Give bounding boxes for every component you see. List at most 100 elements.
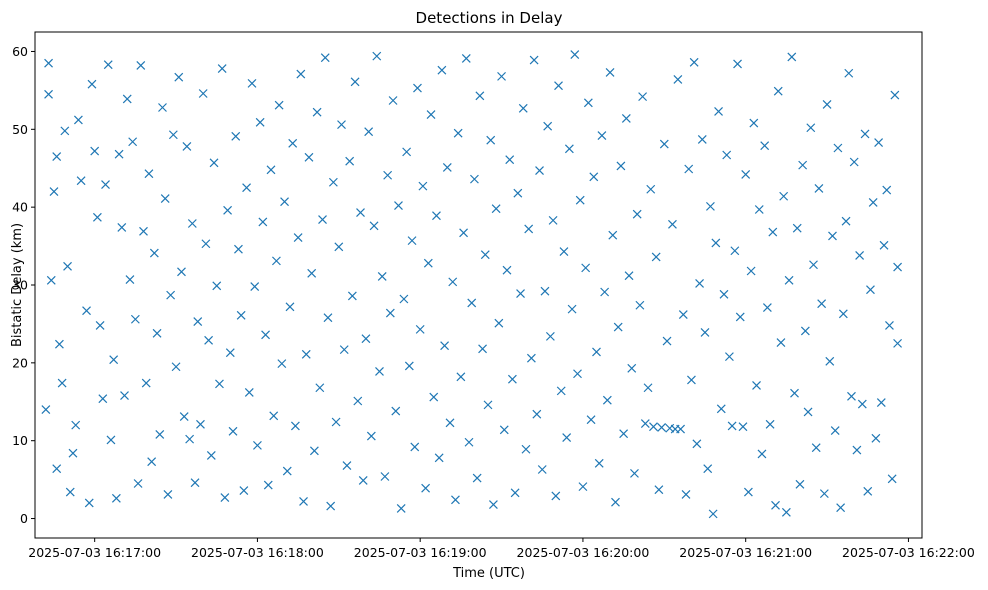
data-point [749,118,759,128]
data-point [434,453,444,463]
data-point [486,135,496,145]
data-point [90,146,100,156]
data-point [328,177,338,187]
data-point [583,98,593,108]
data-point [122,94,132,104]
data-point [754,205,764,214]
data-point [347,291,357,301]
data-point [49,187,59,197]
data-point [263,480,273,490]
data-point [863,486,873,496]
data-point [323,313,333,323]
data-point [619,429,629,439]
data-point [152,328,162,338]
data-point [220,493,230,502]
data-point [871,433,881,443]
data-point [581,263,591,273]
data-point [250,282,260,291]
data-point [109,355,119,365]
data-point [727,421,737,431]
data-point [266,165,276,175]
data-point [597,131,607,140]
data-point [689,57,699,67]
data-point [432,211,441,221]
data-point [537,465,547,474]
data-point [651,252,661,262]
y-axis: 0 10 20 30 40 50 60 [12,44,35,526]
data-point [247,78,257,88]
data-point [470,174,479,184]
data-point [158,103,167,112]
data-point [187,219,197,228]
data-point [714,106,723,116]
data-point [274,100,284,110]
data-point [334,242,344,252]
data-point [130,314,140,324]
data-point [136,61,146,70]
data-point [532,409,542,419]
data-point [624,271,634,281]
data-point [337,120,346,130]
data-point [318,215,327,225]
data-point [442,163,452,172]
data-point [163,489,173,499]
data-point [76,176,86,186]
data-point [92,212,102,222]
data-point [456,372,466,382]
data-point [204,335,214,345]
data-point [611,497,620,507]
data-point [160,194,170,204]
data-point [353,396,363,406]
data-point [215,379,224,389]
data-point [526,353,536,363]
x-tick-label: 2025-07-03 16:22:00 [842,545,975,560]
data-point [828,231,837,241]
data-point [54,339,64,349]
data-point [809,260,818,270]
data-point [564,144,574,154]
data-point [790,388,799,398]
data-point [404,361,414,371]
data-point [567,304,577,314]
data-point [453,128,463,138]
data-point [399,294,409,304]
data-point [822,99,832,109]
data-point [868,198,878,207]
data-point [423,258,433,268]
data-point [190,478,200,488]
data-point [838,309,848,319]
data-point [613,322,623,332]
data-points [41,50,903,519]
data-point [60,126,70,136]
data-point [551,491,561,501]
data-point [320,53,330,63]
data-point [459,228,469,238]
y-tick-label: 60 [12,44,28,59]
data-point [68,448,78,458]
data-point [695,279,704,288]
data-point [855,250,865,260]
data-point [545,331,555,341]
data-point [578,482,588,492]
data-point [394,201,403,211]
data-point [413,83,422,93]
data-point [602,395,612,405]
data-point [765,419,775,429]
data-point [429,392,439,402]
data-point [407,236,417,246]
data-point [426,110,436,119]
data-point [497,71,506,81]
data-point [554,81,563,91]
data-point [326,501,336,511]
data-point [852,445,862,455]
data-point [513,188,523,198]
data-point [654,485,664,495]
data-point [472,473,482,483]
data-point [773,86,783,96]
data-point [491,204,501,214]
data-point [841,216,851,226]
y-tick-label: 10 [12,433,28,448]
x-tick-label: 2025-07-03 16:17:00 [28,545,161,560]
data-point [803,407,813,417]
data-point [733,59,742,69]
